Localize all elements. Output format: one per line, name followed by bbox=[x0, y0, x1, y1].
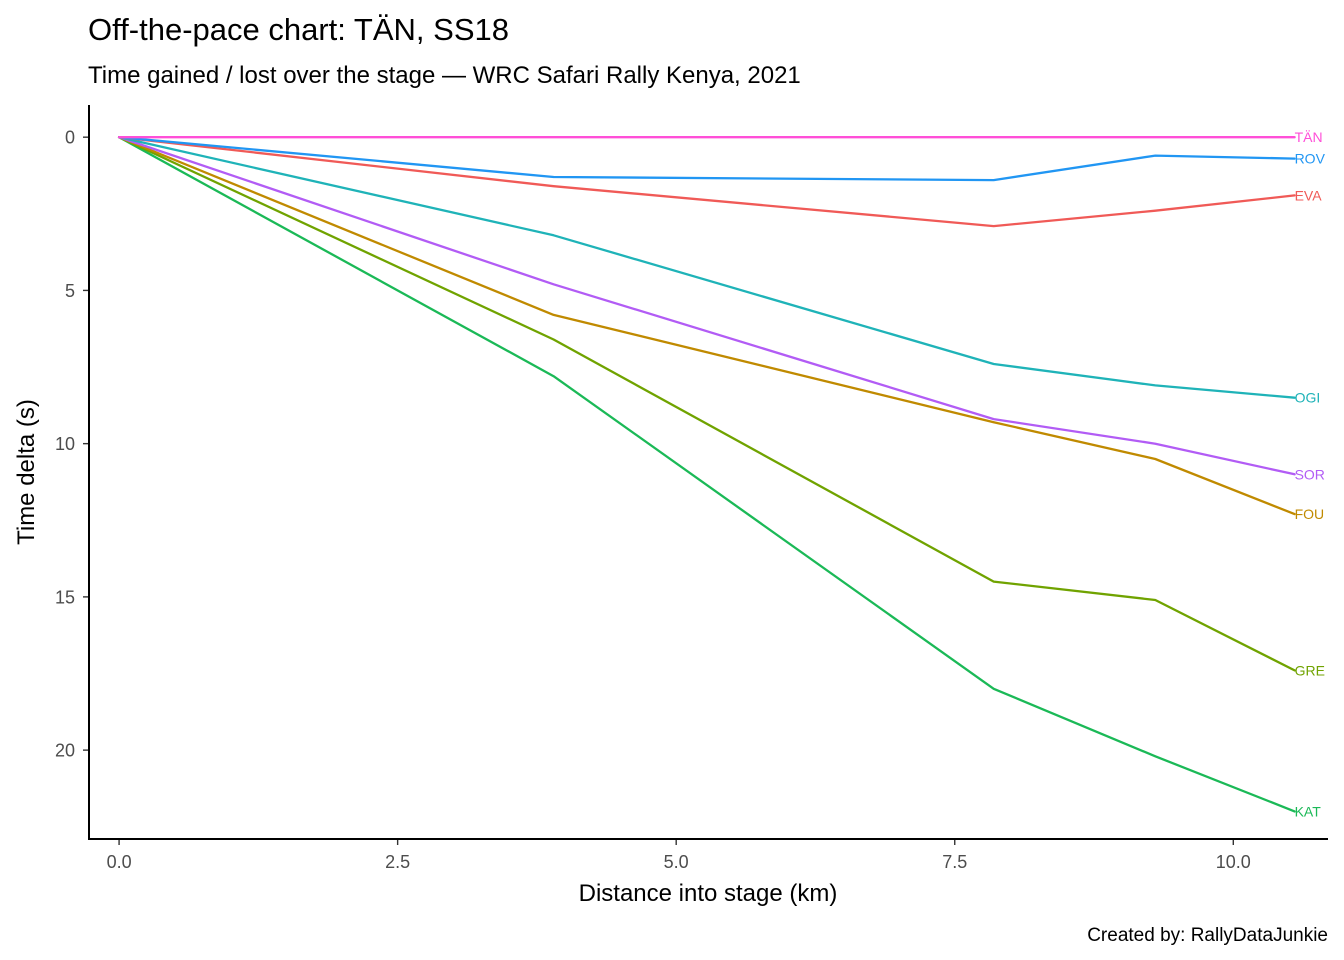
x-tick-label: 5.0 bbox=[664, 852, 689, 872]
x-tick-label: 7.5 bbox=[942, 852, 967, 872]
x-tick-label: 2.5 bbox=[385, 852, 410, 872]
series-end-label: EVA bbox=[1295, 187, 1323, 203]
series-line-eva bbox=[117, 136, 1296, 228]
y-tick-label: 20 bbox=[55, 741, 75, 761]
series-end-label: ROV bbox=[1295, 151, 1326, 167]
series-line-fou bbox=[117, 136, 1296, 516]
x-tick-label: 0.0 bbox=[107, 852, 132, 872]
series-end-label: OGI bbox=[1295, 390, 1321, 406]
series-end-label: SOR bbox=[1295, 466, 1325, 482]
y-axis-title: Time delta (s) bbox=[13, 399, 40, 545]
series-end-label: FOU bbox=[1295, 506, 1325, 522]
series-line-sor bbox=[117, 136, 1296, 476]
y-tick-label: 0 bbox=[65, 128, 75, 148]
y-tick-label: 5 bbox=[65, 281, 75, 301]
series-lines bbox=[117, 136, 1296, 813]
y-tick-label: 15 bbox=[55, 587, 75, 607]
chart-subtitle: Time gained / lost over the stage — WRC … bbox=[88, 62, 801, 89]
series-end-label: TÄN bbox=[1295, 129, 1323, 145]
x-axis-ticks: 0.0 2.5 5.0 7.5 10.0 bbox=[107, 839, 1251, 872]
series-line-rov bbox=[117, 136, 1296, 182]
y-tick-label: 10 bbox=[55, 434, 75, 454]
series-line-kat bbox=[117, 136, 1296, 813]
series-end-labels: TÄN ROV EVA OGI SOR FOU GRE KAT bbox=[1295, 129, 1326, 819]
series-end-label: GRE bbox=[1295, 662, 1325, 678]
chart-title: Off-the-pace chart: TÄN, SS18 bbox=[88, 12, 509, 47]
series-line-gre bbox=[117, 136, 1296, 672]
x-axis-title: Distance into stage (km) bbox=[579, 880, 838, 907]
x-tick-label: 10.0 bbox=[1216, 852, 1251, 872]
series-end-label: KAT bbox=[1295, 803, 1322, 819]
y-axis-ticks: 0 5 10 15 20 bbox=[55, 128, 89, 761]
series-line-ogi bbox=[117, 136, 1296, 399]
plot-area: 0 5 10 15 20 0.0 2.5 5.0 7.5 10.0 TÄN ROV EVA OGI SO… bbox=[55, 105, 1328, 872]
chart-caption: Created by: RallyDataJunkie bbox=[1087, 925, 1328, 946]
